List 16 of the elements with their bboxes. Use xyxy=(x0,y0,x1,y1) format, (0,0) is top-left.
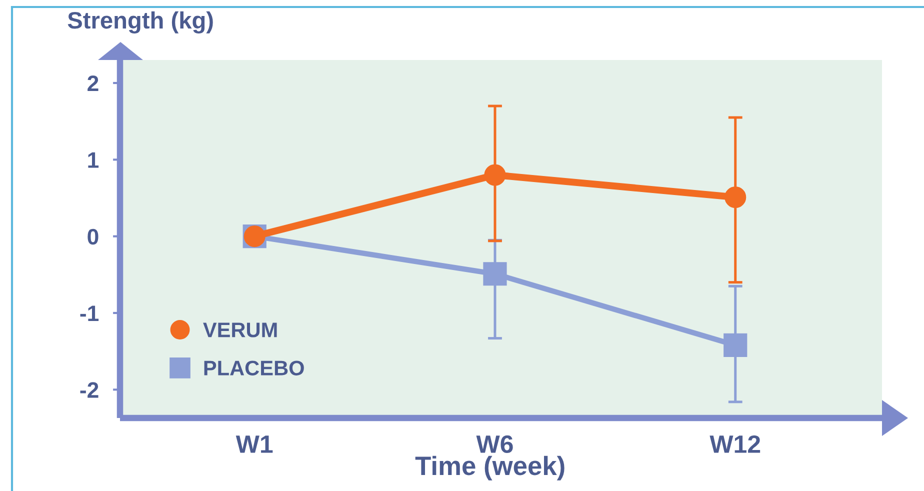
legend-label: VERUM xyxy=(203,322,277,338)
point xyxy=(483,262,507,286)
x-tick-label: W6 xyxy=(476,435,513,454)
y-axis-title: Strength (kg) xyxy=(68,11,213,34)
y-tick-label: -1 xyxy=(80,306,99,322)
y-tick-label: 0 xyxy=(88,228,98,245)
point xyxy=(724,333,748,357)
y-tick-label: 1 xyxy=(88,152,99,168)
x-axis-title: Time (week) xyxy=(415,456,564,480)
y-tick-label: 2 xyxy=(88,76,98,92)
point xyxy=(724,186,746,208)
x-tick-label: W1 xyxy=(236,436,273,453)
legend-label: PLACEBO xyxy=(204,360,304,376)
point xyxy=(484,164,506,186)
x-tick-label: W12 xyxy=(710,435,760,453)
y-tick-label: -2 xyxy=(80,382,98,398)
